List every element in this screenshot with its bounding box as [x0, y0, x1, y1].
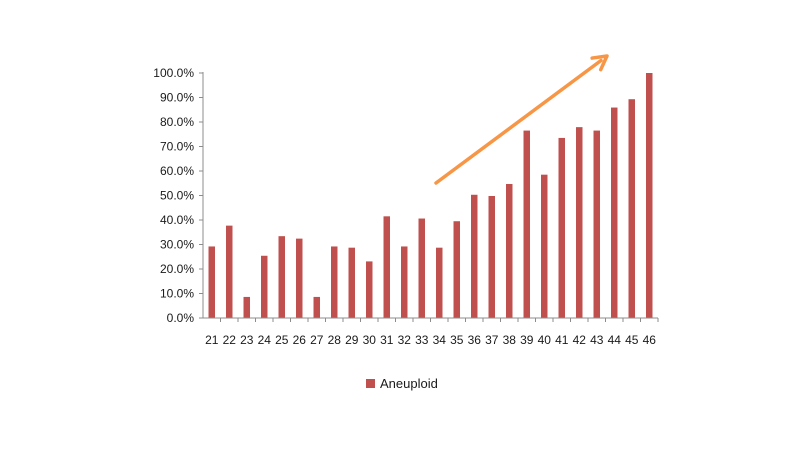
trend-arrow-head — [590, 54, 609, 72]
bar-28 — [331, 246, 338, 318]
bar-22 — [226, 225, 233, 318]
bar-42 — [576, 127, 583, 319]
x-tick-label: 25 — [275, 333, 289, 347]
bars — [208, 73, 653, 319]
x-tick-label: 40 — [538, 333, 552, 347]
bar-33 — [418, 218, 425, 318]
legend: Aneuploid — [366, 376, 438, 391]
bar-34 — [436, 247, 443, 318]
bar-46 — [646, 73, 653, 318]
bar-45 — [628, 99, 635, 318]
legend-label: Aneuploid — [380, 376, 438, 391]
y-tick-label: 0.0% — [167, 311, 195, 325]
y-tick-label: 20.0% — [160, 262, 194, 276]
y-tick-label: 60.0% — [160, 164, 194, 178]
x-tick-label: 26 — [293, 333, 307, 347]
trend-arrow — [434, 54, 609, 185]
x-tick-label: 42 — [573, 333, 587, 347]
y-tick-label: 100.0% — [153, 66, 194, 80]
bar-36 — [471, 194, 478, 318]
bar-44 — [611, 107, 618, 318]
x-tick-label: 46 — [643, 333, 657, 347]
bar-38 — [506, 183, 513, 318]
x-tick-label: 36 — [468, 333, 482, 347]
bar-43 — [593, 130, 600, 318]
x-tick-label: 37 — [485, 333, 499, 347]
bar-24 — [261, 255, 268, 318]
bar-40 — [541, 174, 548, 318]
x-tick-label: 22 — [223, 333, 237, 347]
x-tick-label: 27 — [310, 333, 324, 347]
x-tick-label: 38 — [503, 333, 517, 347]
x-tick-label: 21 — [205, 333, 219, 347]
bar-21 — [208, 246, 215, 318]
x-tick-label: 45 — [625, 333, 639, 347]
x-tick-label: 35 — [450, 333, 464, 347]
bar-37 — [488, 195, 495, 318]
y-tick-label: 70.0% — [160, 140, 194, 154]
bar-35 — [453, 221, 460, 318]
bar-30 — [366, 261, 373, 318]
x-tick-label: 28 — [328, 333, 342, 347]
bar-25 — [278, 236, 285, 318]
bar-31 — [383, 216, 390, 318]
y-tick-label: 80.0% — [160, 115, 194, 129]
y-tick-label: 90.0% — [160, 91, 194, 105]
x-tick-label: 29 — [345, 333, 359, 347]
x-tick-label: 41 — [555, 333, 569, 347]
x-tick-label: 23 — [240, 333, 254, 347]
bar-41 — [558, 137, 565, 318]
x-axis-ticks: 21 22 23 24 25 26 27 28 29 30 31 32 33 34 35 36 37 38 39 40… — [205, 318, 659, 347]
y-tick-label: 40.0% — [160, 213, 194, 227]
x-tick-label: 39 — [520, 333, 534, 347]
bar-39 — [523, 130, 530, 318]
y-tick-label: 50.0% — [160, 189, 194, 203]
x-tick-label: 24 — [258, 333, 272, 347]
bar-23 — [243, 296, 250, 318]
x-tick-label: 33 — [415, 333, 429, 347]
x-tick-label: 34 — [433, 333, 447, 347]
x-tick-label: 31 — [380, 333, 394, 347]
bar-26 — [296, 238, 303, 318]
x-tick-label: 32 — [398, 333, 412, 347]
x-tick-label: 44 — [608, 333, 622, 347]
x-tick-label: 43 — [590, 333, 604, 347]
legend-swatch — [366, 379, 375, 388]
bar-29 — [348, 247, 355, 318]
y-tick-label: 30.0% — [160, 238, 194, 252]
trend-arrow-shaft — [434, 58, 603, 185]
y-tick-label: 10.0% — [160, 287, 194, 301]
bar-27 — [313, 296, 320, 318]
x-tick-label: 30 — [363, 333, 377, 347]
y-axis-ticks: 0.0% 10.0% 20.0% 30.0% 40.0% 50.0% 60.0% 70.0% 8… — [153, 66, 203, 325]
bar-32 — [401, 246, 408, 318]
